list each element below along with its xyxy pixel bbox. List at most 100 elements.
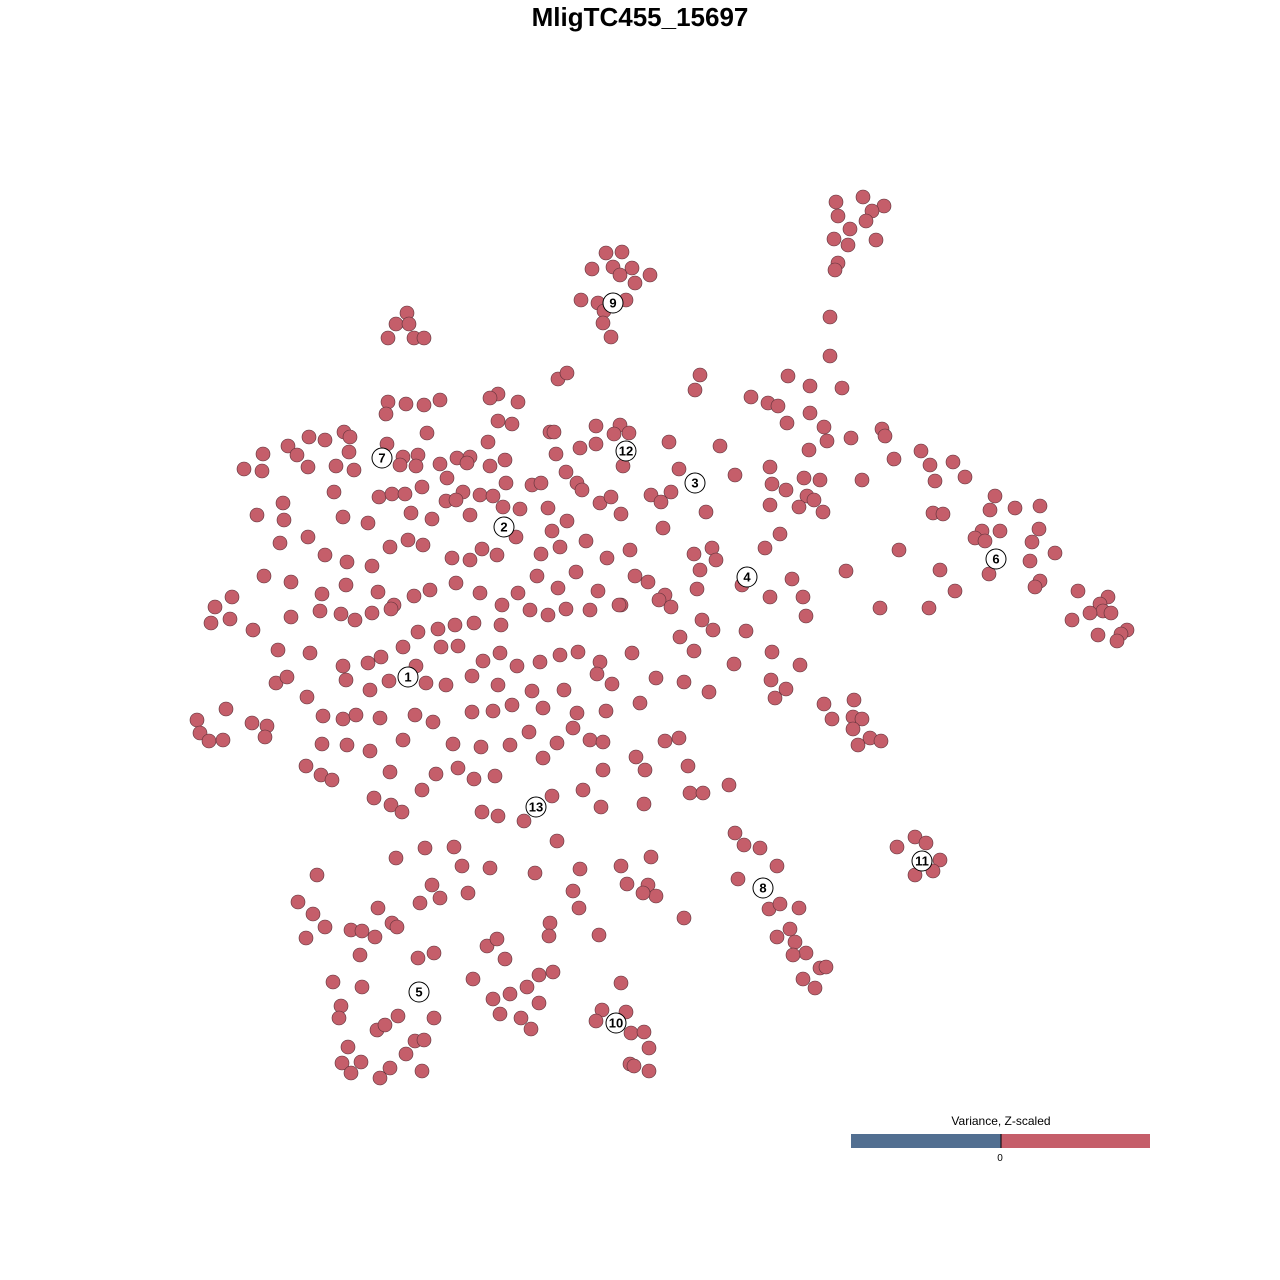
data-point (426, 1010, 442, 1026)
data-point (410, 624, 426, 640)
data-point (886, 451, 902, 467)
data-point (680, 758, 696, 774)
data-point (540, 500, 556, 516)
data-point (552, 647, 568, 663)
data-point (593, 799, 609, 815)
data-point (694, 612, 710, 628)
data-point (889, 839, 905, 855)
data-point (504, 697, 520, 713)
data-point (415, 537, 431, 553)
data-point (642, 267, 658, 283)
data-point (570, 644, 586, 660)
data-point (582, 732, 598, 748)
data-point (371, 489, 387, 505)
data-point (686, 546, 702, 562)
cluster-label-text: 2 (500, 520, 507, 535)
data-point (627, 275, 643, 291)
data-point (769, 858, 785, 874)
data-point (671, 461, 687, 477)
data-point (778, 482, 794, 498)
data-point (589, 666, 605, 682)
data-point (207, 599, 223, 615)
data-point (913, 443, 929, 459)
data-point (380, 394, 396, 410)
data-point (370, 900, 386, 916)
cluster-label-circle (752, 877, 774, 899)
data-point (588, 436, 604, 452)
data-point (772, 896, 788, 912)
data-point (730, 871, 746, 887)
data-point (798, 945, 814, 961)
data-point (460, 885, 476, 901)
data-point (401, 316, 417, 332)
cluster-label-circle (684, 472, 706, 494)
data-point (459, 455, 475, 471)
data-point (1022, 553, 1038, 569)
data-point (224, 589, 240, 605)
data-point (565, 720, 581, 736)
data-point (343, 1065, 359, 1081)
data-point (403, 505, 419, 521)
data-point (653, 494, 669, 510)
data-point (778, 681, 794, 697)
data-point (565, 883, 581, 899)
data-point (540, 607, 556, 623)
data-point (541, 928, 557, 944)
data-point (339, 554, 355, 570)
data-point (333, 606, 349, 622)
data-point (257, 729, 273, 745)
data-point (245, 622, 261, 638)
data-point (244, 715, 260, 731)
data-point (249, 507, 265, 523)
data-point (531, 967, 547, 983)
data-point (846, 692, 862, 708)
data-point (301, 429, 317, 445)
data-point (802, 378, 818, 394)
data-point (324, 772, 340, 788)
data-point (921, 600, 937, 616)
data-point (326, 484, 342, 500)
data-point (752, 840, 768, 856)
data-point (509, 658, 525, 674)
data-point (424, 877, 440, 893)
data-point (686, 643, 702, 659)
data-point (623, 1025, 639, 1041)
data-point (613, 858, 629, 874)
data-point (568, 564, 584, 580)
data-point (807, 980, 823, 996)
data-point (635, 885, 651, 901)
data-point (648, 670, 664, 686)
data-point (598, 245, 614, 261)
data-point (462, 507, 478, 523)
data-point (444, 550, 460, 566)
data-point (891, 542, 907, 558)
data-point (575, 782, 591, 798)
data-point (533, 475, 549, 491)
data-point (582, 602, 598, 618)
data-point (826, 231, 842, 247)
cluster-label-circle (525, 796, 547, 818)
data-point (490, 808, 506, 824)
data-point (657, 733, 673, 749)
data-point (824, 711, 840, 727)
cluster-label-6: 6 (985, 548, 1007, 570)
data-point (595, 762, 611, 778)
data-point (1082, 605, 1098, 621)
data-point (416, 397, 432, 413)
data-point (446, 839, 462, 855)
data-point (425, 714, 441, 730)
data-point (521, 724, 537, 740)
data-point (333, 998, 349, 1014)
data-point (347, 612, 363, 628)
cluster-label-text: 8 (759, 881, 766, 896)
data-point (592, 654, 608, 670)
data-point (222, 611, 238, 627)
data-point (599, 550, 615, 566)
data-point (626, 1058, 642, 1074)
data-point (572, 861, 588, 877)
data-point (395, 732, 411, 748)
data-point (977, 533, 993, 549)
data-point (544, 788, 560, 804)
data-point (877, 428, 893, 444)
